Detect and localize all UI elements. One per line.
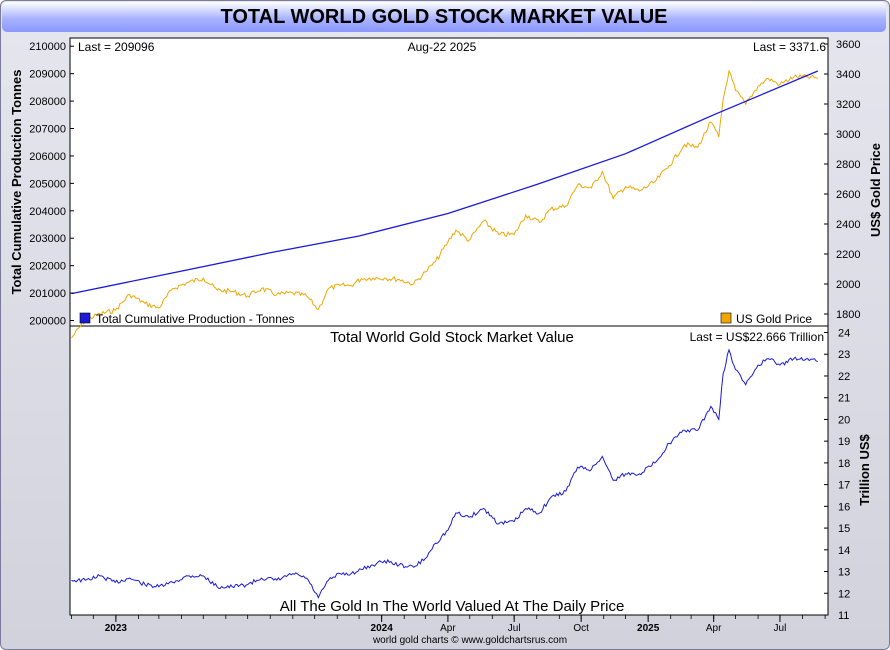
bottom-tick-label: 14 xyxy=(838,545,850,557)
production-series-line xyxy=(71,70,819,295)
right-tick-label: 1800 xyxy=(836,309,860,321)
x-tick-label: Apr xyxy=(706,623,722,634)
legend-gold-swatch xyxy=(720,312,732,324)
footer-credit: world gold charts © www.goldchartsrus.co… xyxy=(372,635,567,646)
right-tick-label: 3400 xyxy=(836,69,860,81)
bottom-title: Total World Gold Stock Market Value xyxy=(330,329,574,346)
left-tick-label: 203000 xyxy=(29,233,66,245)
x-tick-label: Jul xyxy=(774,623,787,634)
bottom-tick-label: 15 xyxy=(838,523,850,535)
top-date: Aug-22 2025 xyxy=(408,40,477,54)
gold-price-layer xyxy=(71,69,818,339)
bottom-tick-label: 21 xyxy=(838,393,850,405)
bottom-tick-label: 18 xyxy=(838,458,850,470)
bottom-tick-label: 13 xyxy=(838,567,850,579)
x-tick-label: 2024 xyxy=(371,623,394,634)
bottom-tick-label: 20 xyxy=(838,414,850,426)
right-tick-label: 2000 xyxy=(836,279,860,291)
left-axis-label: Total Cumulative Production Tonnes xyxy=(9,70,24,295)
bottom-tick-label: 19 xyxy=(838,436,850,448)
bottom-tick-label: 23 xyxy=(838,349,850,361)
market-value-series-line xyxy=(71,348,818,599)
bottom-last: Last = US$22.666 Trillion xyxy=(690,330,824,344)
bottom-tick-label: 17 xyxy=(838,480,850,492)
top-plot-area xyxy=(69,37,829,327)
right-tick-label: 3000 xyxy=(836,129,860,141)
legend-production-swatch xyxy=(79,312,91,324)
bottom-tick-label: 12 xyxy=(838,588,850,600)
left-tick-label: 209000 xyxy=(29,69,66,81)
bottom-tick-label: 22 xyxy=(838,371,850,383)
x-tick-label: 2025 xyxy=(637,623,660,634)
right-tick-label: 2200 xyxy=(836,249,860,261)
right-tick-label: 2800 xyxy=(836,159,860,171)
chart-title: TOTAL WORLD GOLD STOCK MARKET VALUE xyxy=(2,2,886,32)
x-tick-label: Apr xyxy=(440,623,456,634)
left-tick-label: 202000 xyxy=(29,261,66,273)
legend-production-label: Total Cumulative Production - Tonnes xyxy=(96,312,295,326)
left-tick-label: 206000 xyxy=(29,151,66,163)
bottom-caption: All The Gold In The World Valued At The … xyxy=(280,598,625,615)
right-tick-label: 3200 xyxy=(836,99,860,111)
bottom-axis-label: Trillion US$ xyxy=(857,433,872,505)
top-last-left: Last = 209096 xyxy=(78,40,155,54)
right-axis-label: US$ Gold Price xyxy=(868,143,883,237)
x-tick-label: 2023 xyxy=(105,623,128,634)
left-tick-label: 210000 xyxy=(29,41,66,53)
tick-layer: 2000002010002020002030002040002050002060… xyxy=(29,39,860,634)
right-tick-label: 2400 xyxy=(836,219,860,231)
left-tick-label: 204000 xyxy=(29,206,66,218)
legend-gold-label: US Gold Price xyxy=(736,312,812,326)
bottom-tick-label: 11 xyxy=(838,610,849,622)
left-tick-label: 201000 xyxy=(29,288,66,300)
right-tick-label: 3600 xyxy=(836,39,860,51)
x-tick-label: Jul xyxy=(508,623,521,634)
bottom-tick-label: 24 xyxy=(838,328,850,340)
production-layer xyxy=(71,70,819,295)
bottom-tick-label: 16 xyxy=(838,501,850,513)
left-tick-label: 208000 xyxy=(29,96,66,108)
market-value-layer xyxy=(71,348,818,599)
right-tick-label: 2600 xyxy=(836,189,860,201)
gold-price-series-line xyxy=(71,69,818,339)
left-tick-label: 207000 xyxy=(29,124,66,136)
x-tick-label: Oct xyxy=(573,623,589,634)
left-tick-label: 205000 xyxy=(29,178,66,190)
top-last-right: Last = 3371.6 xyxy=(753,40,826,54)
left-tick-label: 200000 xyxy=(29,316,66,328)
bottom-plot-area xyxy=(69,325,829,616)
